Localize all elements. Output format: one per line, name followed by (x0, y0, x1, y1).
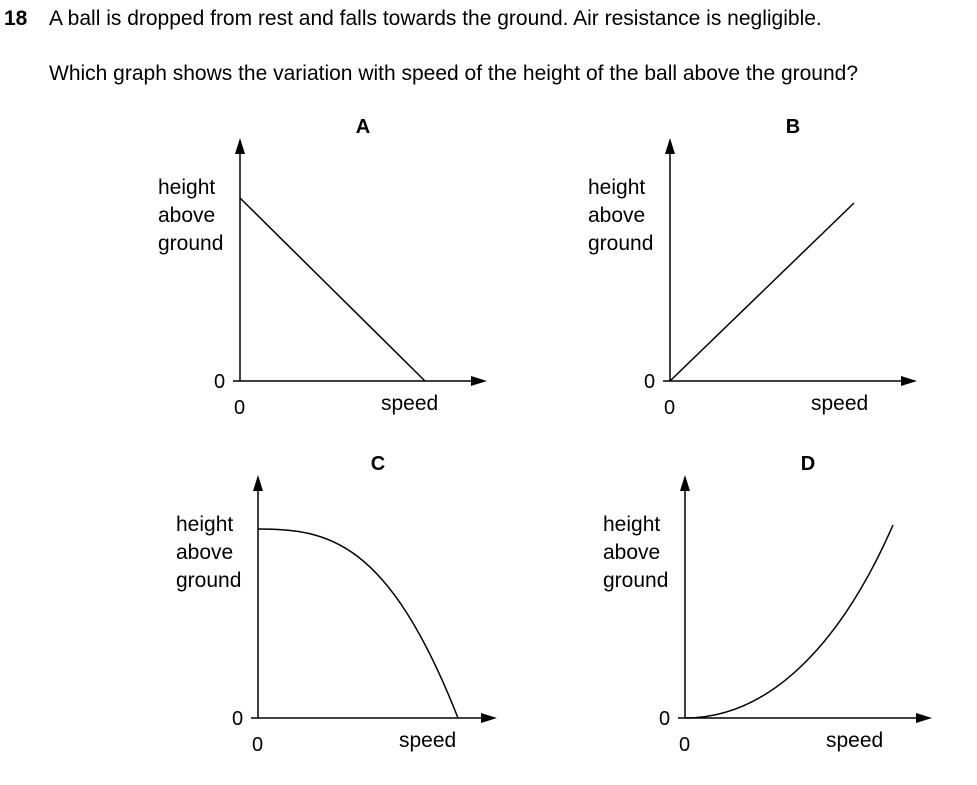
x-axis-label: speed (811, 392, 868, 415)
x-zero-label: 0 (664, 397, 675, 419)
y-axis-arrow-icon (665, 138, 675, 154)
question-prompt: Which graph shows the variation with spe… (49, 62, 859, 85)
y-axis-label-line: ground (158, 232, 223, 255)
y-axis-label-line: ground (588, 232, 653, 255)
y-zero-label: 0 (659, 708, 670, 730)
x-axis-label: speed (381, 392, 438, 415)
x-zero-label: 0 (234, 397, 245, 419)
y-axis-label-line: above (158, 204, 215, 227)
question-text: A ball is dropped from rest and falls to… (49, 7, 822, 30)
x-axis-arrow-icon (901, 376, 917, 386)
y-axis-label-line: ground (603, 569, 668, 592)
graph-d: D height above ground 0 0 speed (445, 445, 933, 785)
graph-letter: B (786, 116, 800, 138)
x-axis-label: speed (826, 729, 883, 752)
y-zero-label: 0 (214, 371, 225, 393)
y-axis-label-line: height (588, 176, 645, 199)
graph-curve (239, 197, 426, 382)
y-axis-arrow-icon (680, 475, 690, 491)
x-zero-label: 0 (679, 734, 690, 756)
x-axis-arrow-icon (471, 376, 487, 386)
graph-letter: D (801, 453, 815, 475)
graph-a-svg: A height above ground 0 0 speed (158, 116, 487, 419)
graph-curve (257, 528, 459, 719)
y-axis-label-line: height (603, 513, 660, 536)
question-number: 18 (4, 7, 28, 30)
x-zero-label: 0 (252, 734, 263, 756)
y-zero-label: 0 (644, 371, 655, 393)
graph-b-svg: B height above ground 0 0 speed (588, 116, 917, 419)
graph-c: C height above ground 0 0 speed (18, 445, 506, 785)
x-axis-label: speed (399, 729, 456, 752)
x-axis-arrow-icon (916, 713, 932, 723)
y-axis-label-line: height (158, 176, 215, 199)
y-axis-label-line: height (176, 513, 233, 536)
graph-d-svg: D height above ground 0 0 speed (603, 453, 932, 756)
graph-curve (684, 524, 894, 719)
y-axis-label-line: above (176, 541, 233, 564)
y-axis-arrow-icon (235, 138, 245, 154)
y-axis-label-line: above (603, 541, 660, 564)
x-axis-arrow-icon (481, 713, 497, 723)
y-axis-label-line: above (588, 204, 645, 227)
graph-c-svg: C height above ground 0 0 speed (176, 453, 497, 756)
y-axis-arrow-icon (253, 475, 263, 491)
y-zero-label: 0 (232, 708, 243, 730)
graph-curve (669, 202, 855, 382)
graph-b: B height above ground 0 0 speed (430, 108, 918, 448)
graph-letter: A (356, 116, 370, 138)
y-axis-label-line: ground (176, 569, 241, 592)
graph-letter: C (371, 453, 385, 475)
graph-a: A height above ground 0 0 speed (0, 108, 488, 448)
